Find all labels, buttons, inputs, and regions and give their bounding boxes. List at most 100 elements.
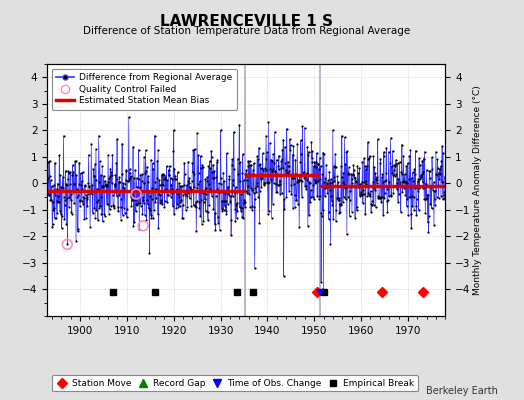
Point [395,182,403,189]
Point [163,177,171,184]
Point [434,195,443,202]
Point [173,169,182,175]
Point [240,197,248,203]
Point [308,148,316,154]
Point [256,188,264,194]
Point [353,207,361,214]
Point [51,160,59,166]
Point [258,175,266,182]
Point [179,214,187,221]
Point [196,153,205,159]
Point [144,179,152,186]
Point [104,178,113,185]
Point [117,171,126,178]
Point [74,181,83,187]
Point [283,170,291,176]
Point [338,173,346,180]
Point [399,153,408,159]
Point [310,158,319,165]
Y-axis label: Monthly Temperature Anomaly Difference (°C): Monthly Temperature Anomaly Difference (… [473,85,482,295]
Point [199,190,207,196]
Point [363,193,372,199]
Point [119,180,127,187]
Point [287,142,295,148]
Point [392,170,401,177]
Point [125,166,134,172]
Point [231,218,239,225]
Point [238,151,247,158]
Point [310,163,318,169]
Point [149,188,158,194]
Point [197,165,205,172]
Point [398,142,406,148]
Point [255,220,264,226]
Point [406,194,414,200]
Point [54,193,63,200]
Point [276,191,285,197]
Point [376,195,384,201]
Point [53,186,61,192]
Point [183,178,192,184]
Point [182,207,190,213]
Point [152,195,160,201]
Point [177,183,185,189]
Point [211,210,219,216]
Point [209,206,217,212]
Point [92,146,100,152]
Point [43,190,52,197]
Point [93,197,102,204]
Point [203,174,211,180]
Point [99,183,107,189]
Point [330,163,338,170]
Point [111,172,119,178]
Point [224,190,233,196]
Point [61,196,69,203]
Point [321,193,329,200]
Point [293,177,302,184]
Point [116,189,124,195]
Point [85,189,94,196]
Point [441,175,449,181]
Point [369,153,378,160]
Point [373,180,381,186]
Point [96,194,105,200]
Point [123,206,132,212]
Point [235,204,244,210]
Point [389,190,398,196]
Point [294,178,303,184]
Point [63,241,72,248]
Point [170,166,179,172]
Point [398,179,407,185]
Point [222,207,230,214]
Point [315,196,323,202]
Point [57,184,66,190]
Point [50,214,59,221]
Point [391,160,400,167]
Point [428,205,436,211]
Point [154,147,162,153]
Point [182,188,190,194]
Point [389,172,398,178]
Point [275,152,283,159]
Point [68,210,76,217]
Point [360,179,368,186]
Point [371,184,379,190]
Point [225,173,234,180]
Point [254,156,262,163]
Point [189,169,197,176]
Point [196,213,204,219]
Point [253,153,261,159]
Point [417,174,425,181]
Point [85,184,93,191]
Point [105,206,114,213]
Legend: Difference from Regional Average, Quality Control Failed, Estimated Station Mean: Difference from Regional Average, Qualit… [52,68,236,110]
Point [243,190,252,196]
Point [276,181,285,187]
Point [110,189,118,196]
Point [389,172,397,178]
Point [331,164,339,170]
Point [126,169,134,176]
Point [258,150,267,156]
Point [408,174,416,181]
Point [431,188,440,194]
